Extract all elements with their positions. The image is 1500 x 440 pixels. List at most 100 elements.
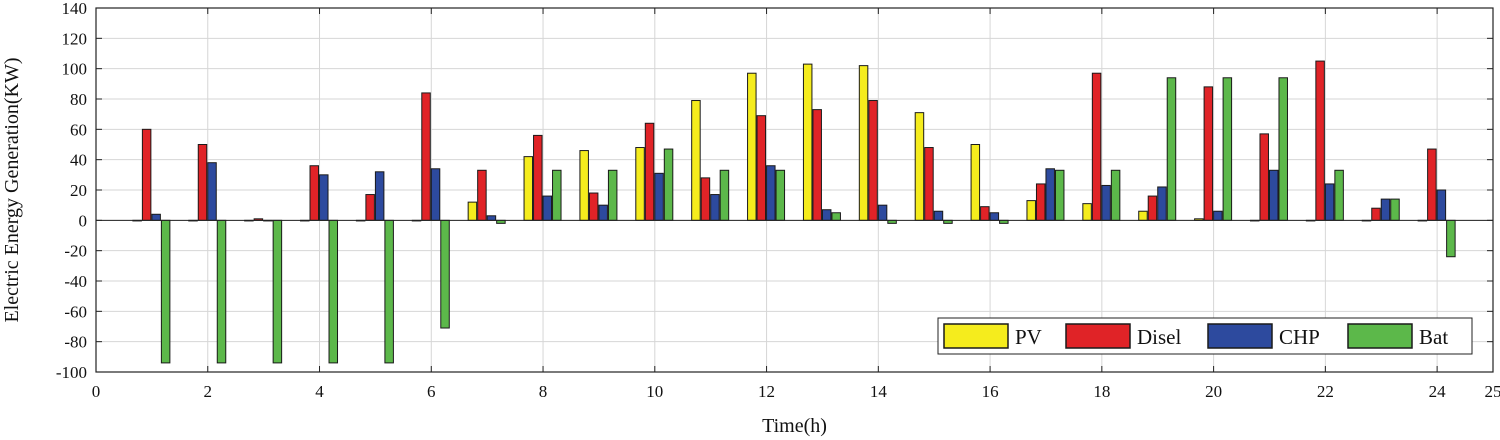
y-tick-label: -20 [64, 242, 87, 261]
bar-bat-22 [1334, 169, 1344, 221]
bar-pv-16 [970, 144, 981, 221]
legend-swatch-pv [943, 323, 1009, 349]
bar-disel-18 [1091, 72, 1102, 221]
bar-chp-17 [1045, 168, 1055, 221]
bar-disel-11 [700, 177, 711, 221]
bar-bat-18 [1110, 169, 1121, 221]
legend-label-chp: CHP [1279, 325, 1320, 349]
x-tick-label: 12 [758, 382, 775, 401]
bar-bat-21 [1278, 77, 1288, 221]
y-axis-title: Electric Energy Generation(KW) [1, 57, 23, 322]
bar-pv-11 [691, 100, 701, 221]
x-tick-label: 6 [427, 382, 436, 401]
x-tick-label: 16 [982, 382, 999, 401]
bar-disel-2 [197, 144, 208, 221]
bar-chp-8 [542, 195, 553, 221]
bar-bat-3 [272, 219, 283, 364]
bar-chp-21 [1268, 169, 1279, 221]
bar-pv-14 [858, 65, 869, 221]
y-tick-label: -60 [64, 302, 87, 321]
bar-pv-19 [1138, 210, 1148, 221]
x-tick-label: 14 [870, 382, 888, 401]
legend-label-bat: Bat [1419, 325, 1448, 349]
bar-bat-23 [1390, 198, 1400, 221]
bar-bat-13 [831, 212, 841, 221]
bar-disel-8 [533, 134, 543, 221]
bar-disel-20 [1203, 86, 1214, 221]
bar-chp-10 [654, 172, 664, 221]
bar-bat-17 [1054, 169, 1065, 221]
bar-bat-2 [216, 219, 227, 364]
x-axis-title: Time(h) [762, 415, 827, 437]
y-tick-label: -100 [56, 363, 87, 382]
x-tick-label: 4 [315, 382, 324, 401]
bar-bat-19 [1166, 77, 1177, 221]
x-tick-label: 18 [1093, 382, 1110, 401]
bar-chp-11 [710, 194, 720, 221]
bar-disel-12 [756, 115, 767, 221]
bar-pv-15 [914, 112, 925, 221]
bar-pv-17 [1026, 200, 1036, 221]
bar-chp-23 [1380, 198, 1391, 221]
x-tick-label: 20 [1205, 382, 1222, 401]
bar-disel-13 [812, 109, 822, 221]
bar-disel-19 [1147, 195, 1158, 221]
bar-bat-1 [160, 219, 171, 364]
bar-disel-21 [1259, 133, 1269, 221]
bar-bat-10 [663, 148, 674, 221]
bar-disel-23 [1371, 207, 1381, 221]
bar-disel-14 [868, 100, 878, 221]
legend-swatch-bat [1347, 323, 1413, 349]
bar-disel-22 [1315, 60, 1325, 221]
bar-chp-13 [821, 209, 832, 221]
bar-chp-7 [486, 215, 497, 221]
bar-pv-13 [802, 63, 813, 221]
bar-pv-9 [579, 150, 589, 221]
bar-chp-12 [766, 165, 776, 221]
y-tick-label: 40 [70, 151, 87, 170]
bar-chp-6 [430, 168, 441, 221]
y-tick-label: -80 [64, 333, 87, 352]
bar-pv-7 [467, 201, 478, 221]
bar-bat-12 [775, 169, 786, 221]
bar-disel-6 [421, 92, 431, 221]
x-tick-label: 22 [1317, 382, 1334, 401]
bar-disel-9 [588, 192, 599, 221]
bar-chp-9 [598, 204, 608, 221]
bar-chp-24 [1436, 189, 1447, 221]
x-tick-label: 2 [204, 382, 213, 401]
bar-disel-1 [141, 128, 152, 221]
bar-disel-5 [365, 194, 375, 221]
bar-bat-8 [552, 169, 562, 221]
legend-swatch-disel [1065, 323, 1131, 349]
bar-chp-14 [877, 204, 888, 221]
y-tick-label: 100 [62, 60, 88, 79]
legend-label-disel: Disel [1137, 325, 1181, 349]
bar-chp-5 [374, 171, 385, 221]
bar-disel-7 [477, 169, 487, 221]
bar-bat-6 [440, 219, 450, 329]
y-tick-label: 0 [79, 211, 88, 230]
y-tick-label: 140 [62, 0, 88, 18]
x-tick-label: 24 [1429, 382, 1447, 401]
x-tick-label: 10 [646, 382, 663, 401]
bar-bat-20 [1222, 77, 1233, 221]
bar-chp-15 [933, 210, 944, 221]
bar-disel-16 [980, 206, 990, 221]
bar-chp-19 [1157, 186, 1167, 221]
bar-chp-1 [151, 213, 161, 221]
x-tick-label: 25 [1485, 382, 1500, 401]
y-tick-label: 80 [70, 90, 87, 109]
bar-chp-18 [1101, 184, 1111, 221]
bar-disel-4 [309, 165, 320, 221]
bar-disel-10 [644, 122, 655, 221]
x-tick-label: 8 [539, 382, 548, 401]
bar-pv-18 [1082, 203, 1092, 221]
bar-pv-8 [523, 156, 534, 221]
bar-disel-24 [1427, 148, 1437, 221]
bar-chp-22 [1324, 183, 1335, 221]
bar-bat-4 [328, 219, 339, 364]
bar-chp-2 [207, 162, 217, 221]
x-tick-label: 0 [92, 382, 101, 401]
